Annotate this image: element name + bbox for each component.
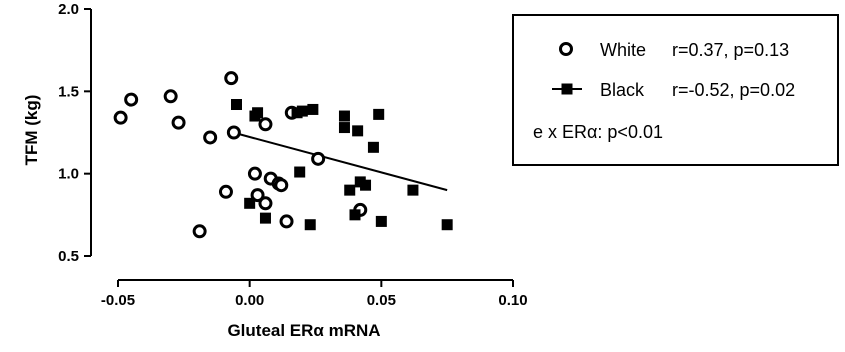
legend-interaction-note: e x ERα: p<0.01 xyxy=(533,122,663,142)
y-tick-label: 2.0 xyxy=(58,1,79,18)
point-black xyxy=(244,197,256,209)
point-black xyxy=(259,212,271,224)
point-white xyxy=(274,178,289,193)
point-white xyxy=(224,71,239,86)
point-black xyxy=(349,209,361,221)
point-white xyxy=(226,125,241,140)
x-tick-label: -0.05 xyxy=(101,292,135,309)
point-black xyxy=(441,219,453,231)
point-black xyxy=(373,108,385,120)
point-white xyxy=(279,214,294,229)
legend-white-marker xyxy=(559,42,573,56)
point-black xyxy=(407,184,419,196)
y-tick-label: 1.5 xyxy=(58,83,79,100)
point-black xyxy=(252,107,264,119)
point-black xyxy=(344,184,356,196)
point-white xyxy=(258,196,273,211)
point-black xyxy=(231,99,242,111)
legend: White r=0.37, p=0.13 Black r=-0.52, p=0.… xyxy=(512,14,839,166)
point-black xyxy=(360,179,372,191)
x-tick-label: 0.10 xyxy=(498,292,527,309)
y-axis-title: TFM (kg) xyxy=(22,95,41,166)
legend-black-marker xyxy=(561,83,573,95)
point-white xyxy=(247,166,262,181)
fit-line-black xyxy=(238,133,448,192)
point-black xyxy=(294,166,306,178)
point-black xyxy=(338,122,350,134)
point-black xyxy=(338,110,350,122)
point-white xyxy=(171,115,186,130)
point-white xyxy=(124,92,139,107)
point-white xyxy=(258,117,273,132)
y-tick-label: 1.0 xyxy=(58,166,79,183)
axes: 0.5 1.0 1.5 2.0 -0.05 0.00 0.05 0.10 xyxy=(58,1,527,309)
x-tick-label: 0.05 xyxy=(367,292,396,309)
legend-black-stats: r=-0.52, p=0.02 xyxy=(672,80,795,100)
point-white xyxy=(192,224,207,239)
legend-white-name: White xyxy=(600,40,646,60)
point-white xyxy=(203,130,218,145)
data-points xyxy=(113,71,453,239)
x-axis-title: Gluteal ERα mRNA xyxy=(227,321,380,340)
x-tick-label: 0.00 xyxy=(235,292,264,309)
point-black xyxy=(375,215,387,227)
point-white xyxy=(218,184,233,199)
legend-black-name: Black xyxy=(600,80,645,100)
point-black xyxy=(304,219,316,231)
point-black xyxy=(307,103,319,115)
point-white xyxy=(113,110,128,125)
point-black xyxy=(296,105,308,117)
y-tick-label: 0.5 xyxy=(58,248,79,265)
fit-lines xyxy=(238,133,448,192)
point-black xyxy=(367,141,379,153)
point-white xyxy=(163,89,178,104)
point-white xyxy=(311,151,326,166)
legend-white-stats: r=0.37, p=0.13 xyxy=(672,40,789,60)
point-black xyxy=(352,125,364,137)
